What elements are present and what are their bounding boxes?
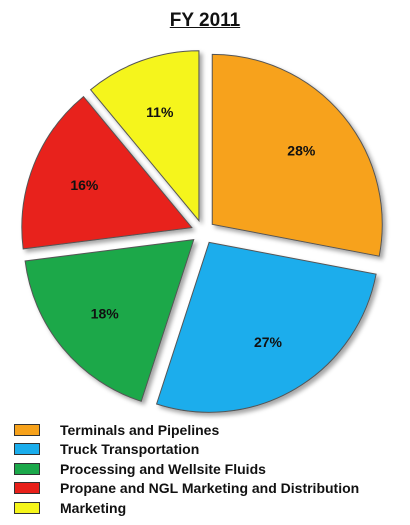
legend-label: Terminals and Pipelines	[60, 421, 220, 438]
pie-slice-processing	[24, 239, 195, 402]
legend-item-truck: Truck Transportation	[14, 440, 359, 460]
slice-label-propane: 16%	[70, 177, 99, 193]
legend-item-terminals: Terminals and Pipelines	[14, 420, 359, 440]
legend-swatch	[14, 482, 40, 495]
legend-swatch	[14, 501, 40, 514]
legend-item-propane: Propane and NGL Marketing and Distributi…	[14, 479, 359, 499]
pie-slice-propane	[21, 95, 193, 250]
legend-label: Propane and NGL Marketing and Distributi…	[60, 480, 360, 497]
legend-label: Processing and Wellsite Fluids	[60, 460, 266, 477]
slice-label-marketing: 11%	[146, 104, 174, 120]
pie-chart: 28% 27% 18% 16% 11%	[21, 50, 383, 413]
legend-swatch	[14, 423, 40, 436]
slice-label-processing: 18%	[91, 305, 120, 321]
legend-item-processing: Processing and Wellsite Fluids	[14, 459, 359, 479]
pie-slice-terminals	[211, 53, 383, 257]
legend-label: Marketing	[60, 499, 127, 516]
chart-title: FY 2011	[169, 10, 241, 31]
legend-swatch	[14, 462, 40, 475]
pie-slice-marketing	[89, 50, 200, 223]
legend-label: Truck Transportation	[60, 441, 200, 458]
slice-label-terminals: 28%	[287, 143, 316, 159]
pie-slice-truck	[155, 241, 377, 413]
chart-legend: Terminals and Pipelines Truck Transporta…	[14, 420, 359, 518]
legend-item-marketing: Marketing	[14, 498, 359, 518]
legend-swatch	[14, 443, 40, 456]
slice-label-truck: 27%	[254, 334, 283, 350]
